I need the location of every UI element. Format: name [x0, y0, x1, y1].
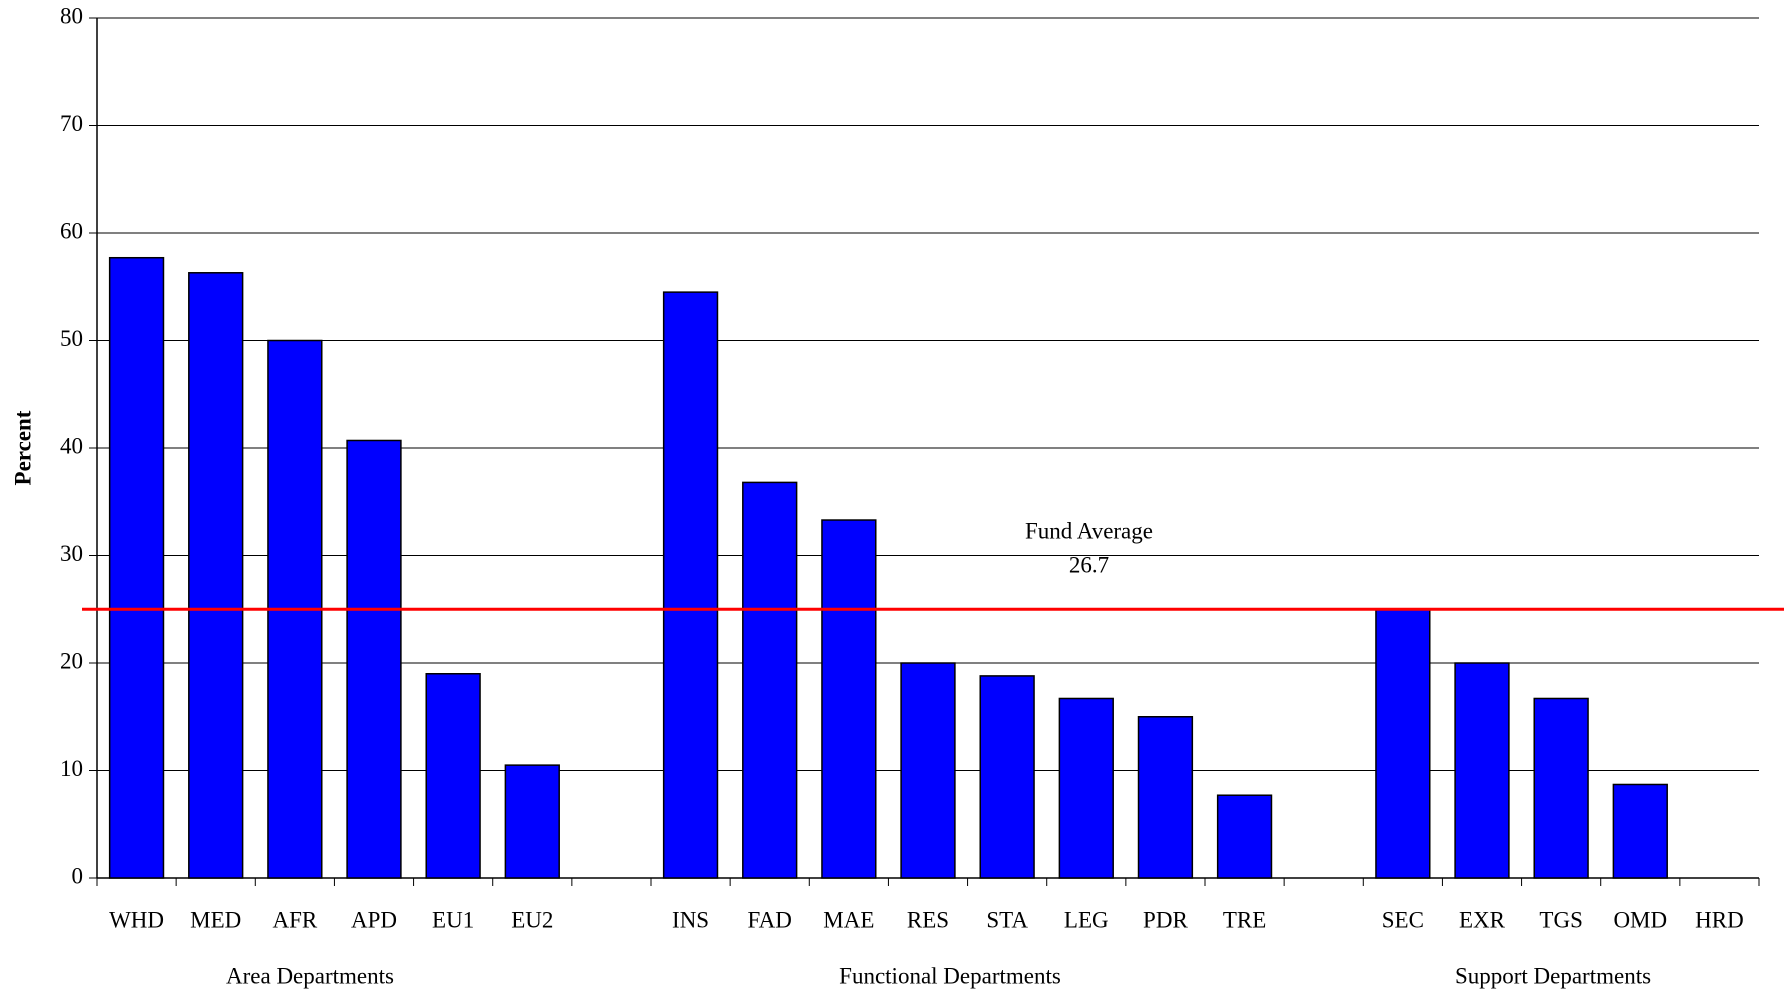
bar	[742, 481, 798, 879]
x-tick-label: LEG	[1064, 907, 1109, 932]
bar	[979, 675, 1035, 879]
bar	[1454, 662, 1510, 879]
group-label: Functional Departments	[839, 963, 1061, 988]
y-tick-label: 0	[72, 863, 84, 888]
bar	[504, 764, 560, 879]
x-tick-label: SEC	[1382, 907, 1424, 932]
y-tick-label: 60	[60, 218, 83, 243]
x-tick-label: MED	[190, 907, 241, 932]
x-tick-label: TGS	[1539, 907, 1582, 932]
y-tick-label: 30	[60, 541, 83, 566]
group-label: Support Departments	[1455, 963, 1651, 988]
bar	[821, 519, 877, 879]
x-tick-label: HRD	[1695, 907, 1744, 932]
x-tick-label: STA	[986, 907, 1028, 932]
bar	[188, 272, 244, 879]
reference-label: Fund Average	[1025, 518, 1153, 543]
y-tick-label: 40	[60, 433, 83, 458]
x-tick-label: RES	[907, 907, 949, 932]
x-tick-label: TRE	[1223, 907, 1266, 932]
x-tick-label: AFR	[272, 907, 317, 932]
bar	[1612, 783, 1668, 879]
y-tick-label: 20	[60, 648, 83, 673]
bar	[1375, 608, 1431, 879]
bar	[425, 673, 481, 879]
y-tick-label: 80	[60, 3, 83, 28]
x-tick-label: PDR	[1143, 907, 1188, 932]
x-tick-label: MAE	[823, 907, 874, 932]
bar	[1058, 697, 1114, 879]
y-axis-label: Percent	[10, 410, 35, 485]
x-tick-label: WHD	[109, 907, 164, 932]
bar	[1216, 794, 1273, 879]
bar	[108, 256, 165, 879]
x-tick-label: EXR	[1459, 907, 1506, 932]
x-tick-label: APD	[351, 907, 397, 932]
x-tick-label: OMD	[1613, 907, 1667, 932]
y-tick-label: 10	[60, 756, 83, 781]
bar	[900, 662, 956, 879]
y-tick-label: 50	[60, 326, 83, 351]
reference-value: 26.7	[1069, 552, 1109, 577]
x-tick-label: EU1	[432, 907, 474, 932]
x-tick-label: EU2	[511, 907, 553, 932]
group-label: Area Departments	[226, 963, 394, 988]
bar	[1137, 716, 1194, 879]
bar	[1533, 697, 1589, 879]
bar	[662, 291, 719, 879]
bar	[346, 439, 402, 879]
y-tick-label: 70	[60, 111, 83, 136]
x-tick-label: INS	[672, 907, 709, 932]
x-tick-label: FAD	[748, 907, 792, 932]
